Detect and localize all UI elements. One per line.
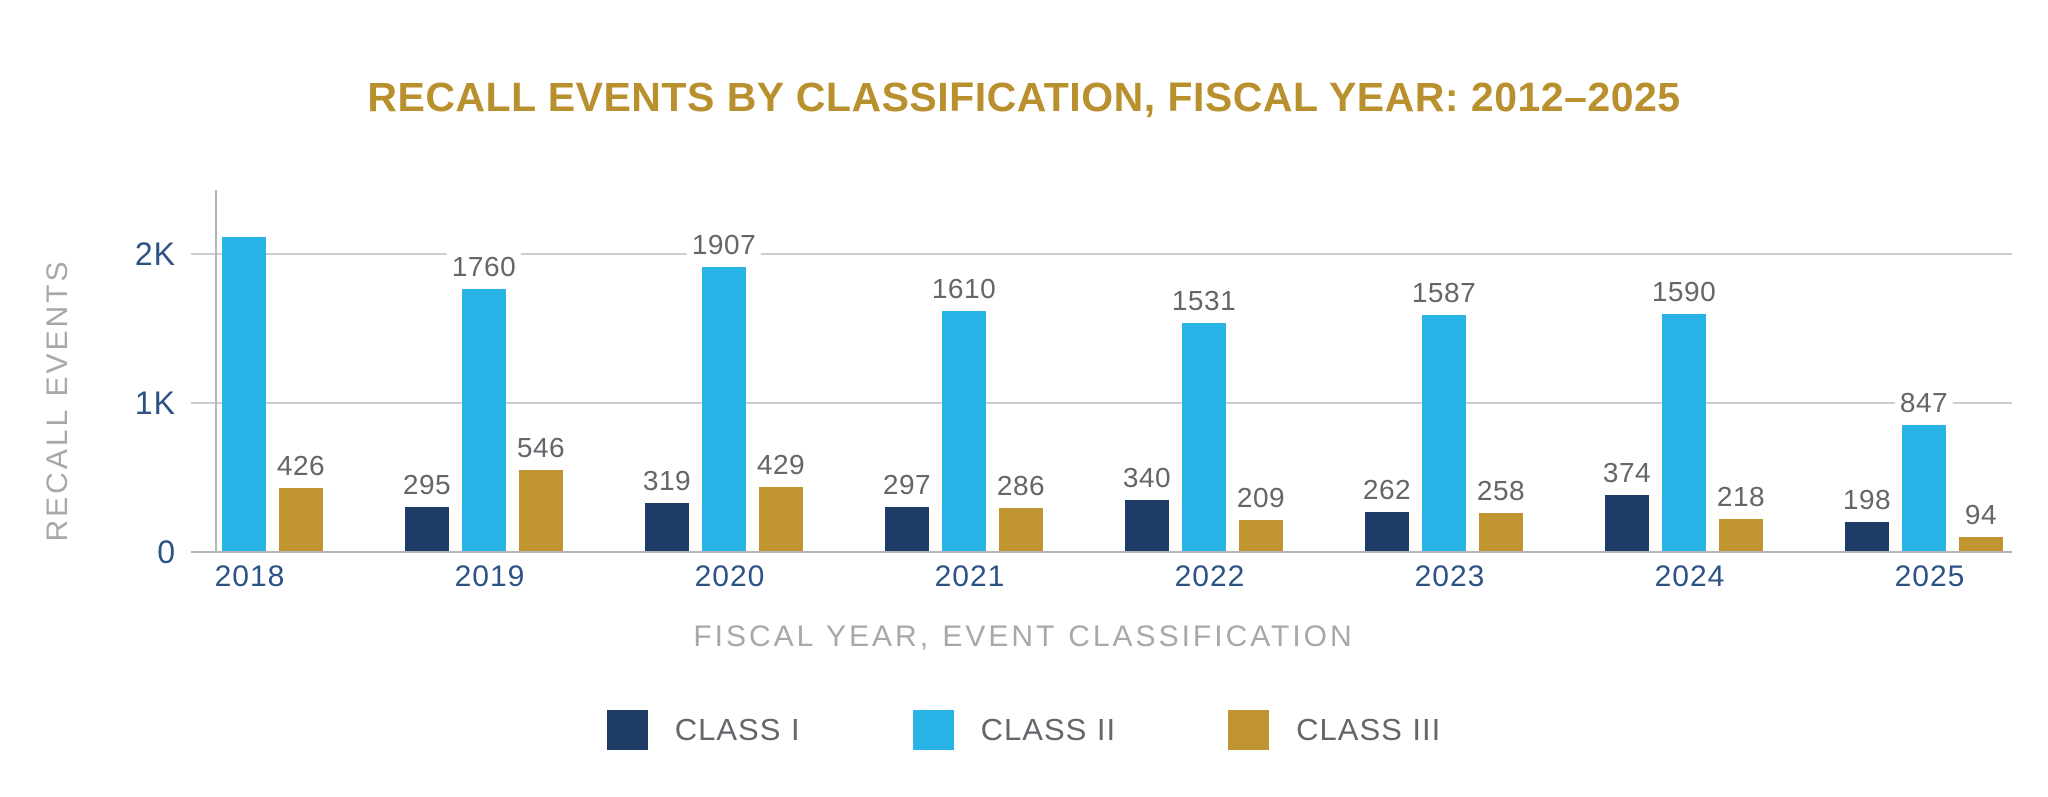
bar-value-2022-class-i: 340	[1117, 462, 1177, 495]
bar-value-2023-class-i: 262	[1357, 473, 1417, 506]
y-tick-0: 0	[157, 534, 176, 570]
x-tick-2023: 2023	[1414, 560, 1486, 593]
bar-2018-class-iii[interactable]	[279, 487, 323, 551]
bar-value-2021-class-i: 297	[877, 468, 937, 501]
bar-2021-class-ii[interactable]	[942, 311, 986, 551]
chart-legend: CLASS I CLASS II CLASS III	[0, 710, 2048, 750]
class-ii-swatch-icon	[912, 710, 954, 750]
bar-value-2024-class-iii: 218	[1711, 480, 1771, 513]
bar-2018-class-ii[interactable]	[222, 236, 266, 551]
legend-label-class-i: CLASS I	[674, 712, 801, 747]
bar-2023-class-ii[interactable]	[1422, 314, 1466, 551]
bar-value-2019-class-iii: 546	[511, 431, 571, 464]
bar-2023-class-iii[interactable]	[1479, 512, 1523, 551]
bar-value-2019-class-i: 295	[397, 469, 457, 502]
class-i-swatch-icon	[606, 710, 648, 750]
bar-2021-class-i[interactable]	[885, 506, 929, 551]
bar-2024-class-i[interactable]	[1605, 495, 1649, 551]
bar-2019-class-ii[interactable]	[462, 288, 506, 551]
x-tick-2025: 2025	[1894, 560, 1966, 593]
y-tick-1k: 1K	[134, 385, 176, 421]
legend-label-class-ii: CLASS II	[980, 712, 1117, 747]
bar-2025-class-ii[interactable]	[1902, 424, 1946, 551]
bar-2019-class-iii[interactable]	[519, 469, 563, 551]
legend-item-class-i[interactable]: CLASS I	[606, 710, 801, 750]
chart-title: RECALL EVENTS BY CLASSIFICATION, FISCAL …	[367, 74, 1681, 120]
x-tick-2021: 2021	[934, 560, 1006, 593]
bar-value-2022-class-iii: 209	[1231, 481, 1291, 514]
bar-value-2020-class-i: 319	[637, 465, 697, 498]
gridline-2k	[191, 253, 2012, 255]
bar-2025-class-iii[interactable]	[1959, 537, 2003, 551]
gridline-1k	[191, 402, 2012, 404]
bar-2021-class-iii[interactable]	[999, 508, 1043, 551]
bar-value-2020-class-ii: 1907	[686, 228, 762, 261]
gridline-0	[191, 551, 2012, 553]
bar-value-2024-class-i: 374	[1597, 457, 1657, 490]
bar-2022-class-ii[interactable]	[1182, 322, 1226, 551]
bar-value-2021-class-ii: 1610	[926, 273, 1002, 306]
legend-label-class-iii: CLASS III	[1296, 712, 1442, 747]
bar-2020-class-i[interactable]	[645, 503, 689, 551]
bar-value-2024-class-ii: 1590	[1646, 276, 1722, 309]
bar-2024-class-ii[interactable]	[1662, 314, 1706, 551]
class-iii-swatch-icon	[1228, 710, 1270, 750]
plot-area: 426 295 1760 546 319 1907 429 297 1610 286 340 1531…	[216, 190, 2012, 551]
bar-value-2020-class-iii: 429	[751, 449, 811, 482]
y-axis-line	[215, 190, 217, 552]
bar-2020-class-ii[interactable]	[702, 266, 746, 551]
x-tick-2020: 2020	[694, 560, 766, 593]
bar-value-2019-class-ii: 1760	[446, 250, 522, 283]
x-tick-2018: 2018	[214, 560, 286, 593]
bar-2025-class-i[interactable]	[1845, 521, 1889, 551]
bar-2020-class-iii[interactable]	[759, 487, 803, 551]
bar-value-2025-class-iii: 94	[1959, 499, 2003, 531]
bar-value-2021-class-iii: 286	[991, 470, 1051, 503]
x-tick-2022: 2022	[1174, 560, 1246, 593]
x-axis-title: FISCAL YEAR, EVENT CLASSIFICATION	[693, 620, 1355, 653]
bar-2024-class-iii[interactable]	[1719, 518, 1763, 551]
bar-value-2022-class-ii: 1531	[1166, 284, 1242, 317]
legend-item-class-ii[interactable]: CLASS II	[912, 710, 1117, 750]
bar-value-2018-class-iii: 426	[271, 449, 331, 482]
y-axis-title: RECALL EVENTS	[41, 258, 74, 542]
legend-item-class-iii[interactable]: CLASS III	[1228, 710, 1441, 750]
bar-value-2023-class-ii: 1587	[1406, 276, 1482, 309]
x-tick-2024: 2024	[1654, 560, 1726, 593]
bar-2022-class-i[interactable]	[1125, 500, 1169, 551]
x-tick-2019: 2019	[454, 560, 526, 593]
bar-2023-class-i[interactable]	[1365, 511, 1409, 551]
bar-value-2025-class-i: 198	[1837, 483, 1897, 516]
bar-value-2025-class-ii: 847	[1894, 386, 1954, 419]
y-tick-2k: 2K	[134, 236, 176, 272]
bar-2022-class-iii[interactable]	[1239, 519, 1283, 551]
bar-2019-class-i[interactable]	[405, 507, 449, 551]
bar-value-2023-class-iii: 258	[1471, 474, 1531, 507]
